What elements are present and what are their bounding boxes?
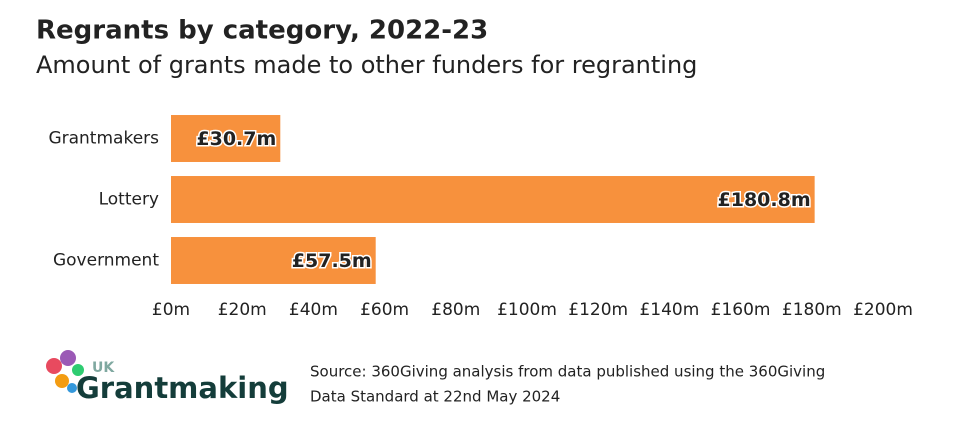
logo-dot (72, 364, 84, 376)
chart-title: Regrants by category, 2022-23 (36, 16, 488, 46)
logo-name: Grantmaking (76, 371, 289, 405)
x-tick-label: £60m (360, 300, 409, 320)
x-tick-label: £100m (497, 300, 557, 320)
x-tick-label: £80m (431, 300, 480, 320)
logo-dot (46, 358, 62, 374)
logo-dot (67, 383, 77, 393)
x-tick-label: £180m (782, 300, 842, 320)
y-tick-label: Lottery (99, 190, 159, 210)
x-tick-label: £40m (289, 300, 338, 320)
y-tick-label: Government (53, 251, 159, 271)
x-tick-label: £200m (853, 300, 913, 320)
logo: UK Grantmaking (46, 350, 289, 405)
x-tick-label: £0m (152, 300, 190, 320)
logo-prefix: UK (92, 360, 115, 376)
x-tick-label: £160m (711, 300, 771, 320)
bar (171, 237, 376, 284)
value-label: £30.7m (196, 128, 276, 150)
logo-dot (55, 374, 69, 388)
x-tick-label: £20m (218, 300, 267, 320)
y-tick-label: Grantmakers (48, 129, 159, 149)
logo-dot (60, 350, 76, 366)
value-label: £180.8m (718, 189, 811, 211)
source: Data Standard at 22nd May 2024 (310, 388, 560, 406)
source: Source: 360Giving analysis from data pub… (310, 363, 825, 381)
chart-subtitle: Amount of grants made to other funders f… (36, 51, 697, 79)
bar (171, 115, 281, 162)
x-tick-label: £140m (639, 300, 699, 320)
value-label: £57.5m (292, 250, 372, 272)
x-tick-label: £120m (568, 300, 628, 320)
bar (171, 176, 815, 223)
